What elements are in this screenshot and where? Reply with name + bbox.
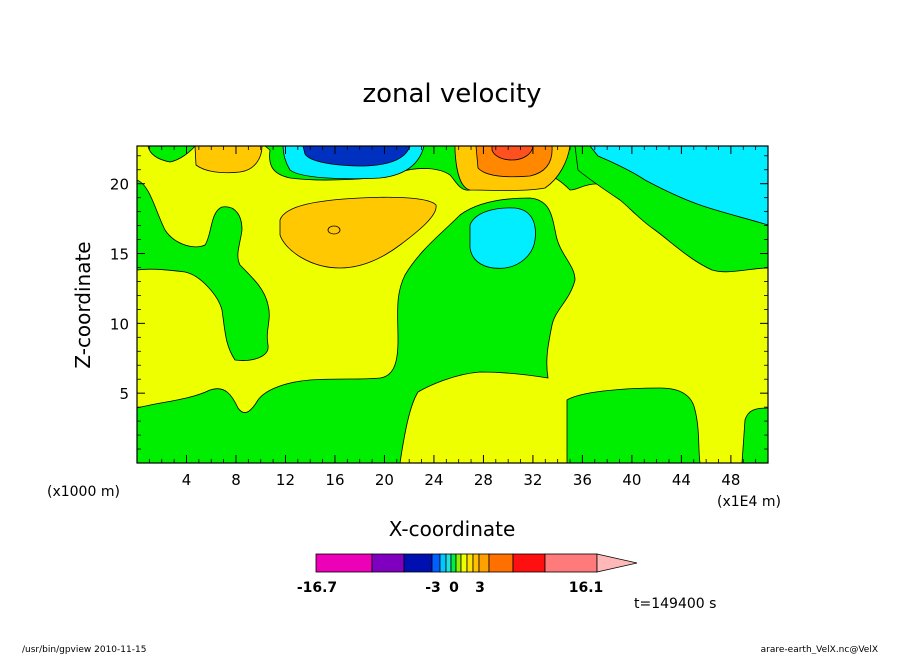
x-tick-label-4: 4 [182, 471, 192, 489]
contour-green-bottom-right [566, 387, 701, 463]
colorbar-segment [466, 553, 474, 573]
contour-cyan-center [469, 207, 536, 269]
colorbar-segment [371, 553, 405, 573]
contour-orange-light-center [279, 196, 437, 269]
colorbar-segment [439, 553, 447, 573]
x-tick-label-36: 36 [573, 471, 592, 489]
footer-left: /usr/bin/gpview 2010-11-15 [22, 645, 146, 654]
y-tick-label-5: 5 [119, 385, 129, 403]
x-tick-label-48: 48 [721, 471, 740, 489]
plot-frame [136, 145, 769, 464]
colorbar-segment [544, 553, 598, 573]
y-tick-label-20: 20 [110, 176, 129, 194]
colorbar-segment [472, 553, 480, 573]
colorbar-label-min: -16.7 [297, 580, 337, 596]
colorbar-segment [478, 553, 490, 573]
x-tick-label-40: 40 [622, 471, 641, 489]
x-tick-label-44: 44 [672, 471, 691, 489]
contour-red-top [491, 146, 534, 161]
colorbar-segment [512, 553, 546, 573]
colorbar-segment [488, 553, 514, 573]
colorbar-labels: -16.7 -3 0 3 16.1 [297, 580, 603, 596]
x-tick-label-20: 20 [375, 471, 394, 489]
x-tick-label-8: 8 [231, 471, 241, 489]
contour-green-left [137, 179, 270, 361]
colorbar-segment [460, 553, 468, 573]
x-axis-unit-left: (x1000 m) [47, 484, 120, 500]
x-axis-unit-right: (x1E4 m) [717, 494, 781, 510]
x-tick-label-16: 16 [325, 471, 344, 489]
contour-cyan-right [589, 146, 768, 226]
contour-small-max [327, 225, 341, 235]
colorbar-segment [455, 553, 462, 573]
contour-field [137, 146, 768, 463]
contour-orange-light-top-left [194, 146, 263, 174]
chart-title: zonal velocity [362, 79, 541, 109]
contour-blue-top [302, 146, 411, 167]
colorbar-arrow [596, 553, 638, 573]
colorbar-segment [403, 553, 433, 573]
colorbar-segment [315, 553, 373, 573]
x-tick-label-32: 32 [523, 471, 542, 489]
time-label: t=149400 s [634, 596, 716, 612]
x-axis-label: X-coordinate [389, 517, 516, 541]
colorbar-label-max: 16.1 [569, 580, 604, 596]
colorbar-label-neg3: -3 [425, 580, 441, 596]
x-tick-label-12: 12 [276, 471, 295, 489]
x-tick-label-24: 24 [424, 471, 443, 489]
colorbar-label-zero: 0 [449, 580, 459, 596]
x-tick-label-28: 28 [474, 471, 493, 489]
colorbar-segment [445, 553, 452, 573]
footer-right: arare-earth_VelX.nc@VelX [761, 645, 878, 654]
colorbar-segment [450, 553, 457, 573]
colorbar-label-3: 3 [475, 580, 485, 596]
y-axis-label: Z-coordinate [71, 241, 95, 368]
y-axis: 5 10 15 20 [110, 155, 768, 450]
x-axis: 4 8 12 16 20 24 28 32 36 40 44 48 [148, 146, 757, 489]
colorbar-segment [431, 553, 441, 573]
colorbar [315, 553, 638, 573]
y-tick-label-10: 10 [110, 315, 129, 333]
contour-green-bottom [137, 197, 576, 463]
y-tick-label-15: 15 [110, 246, 129, 264]
